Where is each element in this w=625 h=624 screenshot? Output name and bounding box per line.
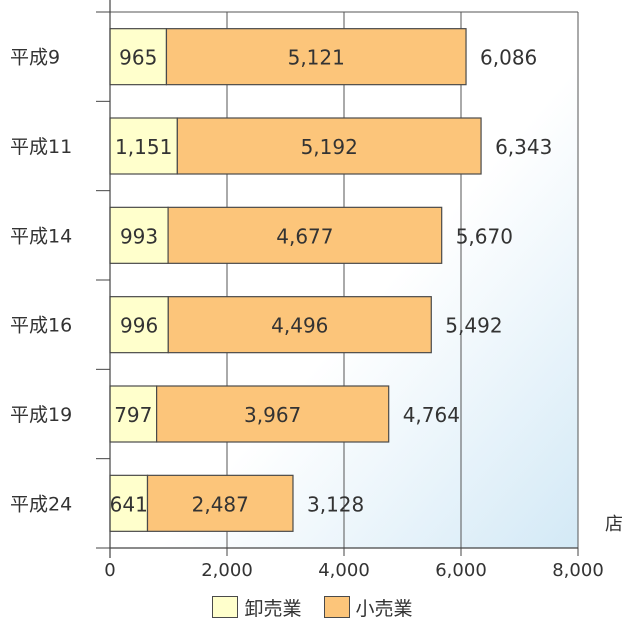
bar-segment-wholesale: [109, 474, 149, 532]
axes: [96, 0, 579, 558]
legend-item-wholesale: 卸売業: [212, 594, 302, 621]
category-label: 平成14: [10, 225, 72, 247]
bar-segment-wholesale: [109, 296, 169, 354]
bar-segment-wholesale: [109, 385, 158, 443]
bar-segment-retail: [165, 28, 467, 86]
x-tick-label: 8,000: [552, 560, 604, 581]
bar-segment-retail: [167, 206, 443, 264]
x-tick-label: 6,000: [435, 560, 487, 581]
total-label: 5,492: [445, 314, 502, 338]
total-label: 6,343: [495, 135, 552, 159]
x-tick-label: 0: [104, 560, 115, 581]
data-label: 5,121: [288, 46, 345, 70]
data-label: 2,487: [192, 492, 249, 516]
bar-segment-retail: [146, 474, 294, 532]
category-label: 平成16: [10, 315, 72, 337]
bar-segment-retail: [176, 117, 482, 175]
legend-label-wholesale: 卸売業: [244, 597, 302, 620]
legend-item-retail: 小売業: [323, 594, 413, 621]
data-label: 1,151: [115, 135, 172, 159]
data-label: 996: [120, 314, 158, 338]
legend: 卸売業 小売業: [0, 594, 625, 620]
total-label: 4,764: [403, 403, 460, 427]
total-label: 3,128: [307, 492, 364, 516]
data-label: 4,496: [271, 314, 328, 338]
data-label: 641: [110, 492, 148, 516]
category-label: 平成24: [10, 493, 72, 515]
data-label: 4,677: [276, 224, 333, 248]
chart-area: 0 2,000 4,000 6,000 8,000 店 平成9 965 5,121 6,086 平成…: [10, 0, 623, 581]
grid-lines: [110, 11, 579, 548]
legend-label-retail: 小売業: [355, 597, 413, 620]
bar-segment-retail: [156, 385, 390, 443]
legend-swatch-retail: [323, 596, 350, 618]
legend-swatch-wholesale: [212, 596, 239, 618]
data-label: 797: [114, 403, 152, 427]
category-label: 平成11: [10, 136, 72, 158]
data-label: 5,192: [301, 135, 358, 159]
category-label: 平成9: [10, 47, 60, 69]
bar-segment-retail: [167, 296, 432, 354]
labels: 0 2,000 4,000 6,000 8,000 店 平成9 965 5,121 6,086 平成…: [10, 46, 623, 581]
x-tick-label: 4,000: [318, 560, 370, 581]
total-label: 6,086: [480, 46, 537, 70]
data-label: 3,967: [244, 403, 301, 427]
data-label: 965: [119, 46, 157, 70]
total-label: 5,670: [456, 224, 513, 248]
bars: [109, 28, 482, 532]
x-tick-label: 2,000: [201, 560, 253, 581]
category-label: 平成19: [10, 404, 72, 426]
data-label: 993: [120, 224, 158, 248]
unit-label: 店: [605, 514, 623, 535]
